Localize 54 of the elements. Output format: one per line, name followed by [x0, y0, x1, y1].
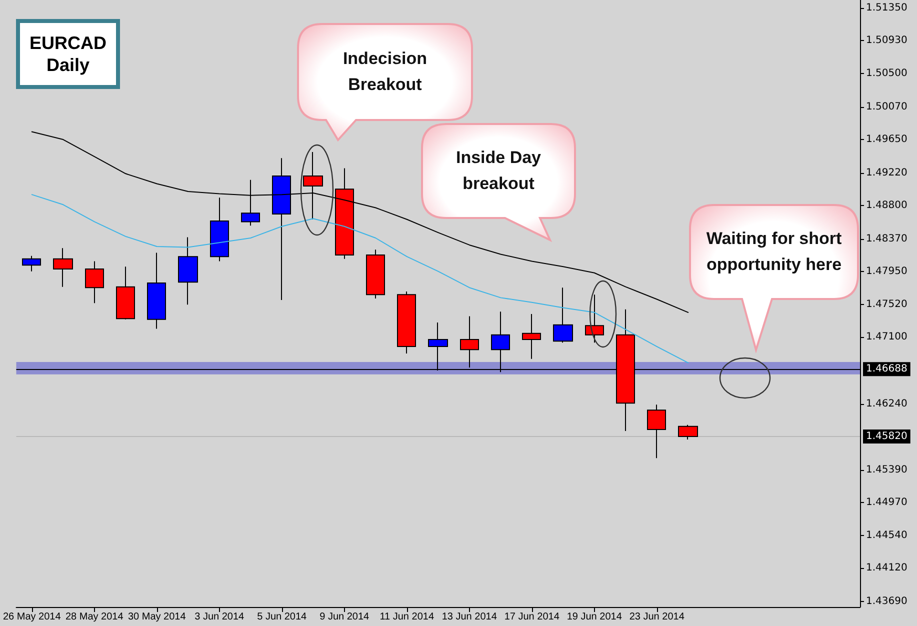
x-tick-label: 23 Jun 2014: [629, 612, 685, 622]
y-tick-label: 1.47950: [866, 266, 908, 277]
y-tick-label: 1.50500: [866, 68, 908, 80]
y-tick-label: 1.51350: [866, 2, 908, 14]
annotation: Indecision Breakout: [342, 48, 428, 96]
y-tick-label: 1.48800: [866, 200, 908, 211]
candlestick: [272, 158, 291, 301]
x-tick-label: 3 Jun 2014: [194, 612, 245, 622]
x-tick-label: 11 Jun 2014: [380, 612, 434, 622]
candlestick: [522, 313, 541, 360]
x-tick-label: 9 Jun 2014: [320, 612, 370, 622]
candlestick: [210, 197, 229, 262]
candlestick: [303, 151, 323, 220]
x-tick-label: 30 May 2014: [128, 612, 186, 622]
y-tick-label: 1.50070: [866, 101, 908, 112]
y-tick-label: 1.44120: [866, 562, 908, 574]
candlestick: [335, 168, 354, 260]
y-tick-label: 1.44540: [866, 530, 908, 542]
y-tick-label: 1.49220: [866, 167, 908, 178]
line-series: [31, 194, 689, 364]
x-tick-label: 28 May 2014: [65, 612, 124, 622]
candlestick: [647, 404, 666, 459]
candlestick: [22, 255, 41, 272]
text: EURCAD Daily: [16, 19, 120, 89]
candlestick: [553, 287, 573, 344]
candlestick: [678, 424, 698, 440]
candlestick: [397, 290, 416, 354]
candlestick: [241, 179, 260, 226]
candlestick: [585, 294, 604, 344]
annotation: Inside Day breakout: [454, 147, 542, 195]
annotation: Waiting for short opportunity here: [705, 228, 843, 276]
y-tick-label: 1.46240: [866, 398, 908, 410]
line-series: [31, 131, 689, 313]
ref-line-label: 1.45820: [866, 430, 908, 442]
y-tick-label: 1.44970: [866, 496, 908, 508]
y-tick-label: 1.43690: [866, 596, 908, 608]
ref-line-label: 1.46688: [866, 364, 908, 375]
x-tick-label: 13 Jun 2014: [442, 612, 498, 622]
y-tick-label: 1.50930: [866, 34, 908, 46]
candlestick: [178, 236, 198, 306]
candlestick: [366, 249, 385, 299]
x-tick-label: 26 May 2014: [2, 612, 62, 622]
x-tick-label: 19 Jun 2014: [566, 612, 622, 622]
candlestick: [147, 252, 166, 330]
y-tick-label: 1.45390: [866, 464, 908, 476]
y-tick-label: 1.47520: [866, 299, 908, 310]
candlestick: [85, 260, 104, 304]
candlestick: [53, 248, 73, 288]
x-tick-label: 17 Jun 2014: [504, 612, 560, 622]
y-tick-label: 1.48370: [866, 233, 908, 244]
candlestick: [116, 266, 135, 320]
y-tick-label: 1.49650: [866, 134, 908, 146]
x-tick-label: 5 Jun 2014: [257, 612, 308, 622]
y-tick-label: 1.47100: [866, 332, 908, 343]
